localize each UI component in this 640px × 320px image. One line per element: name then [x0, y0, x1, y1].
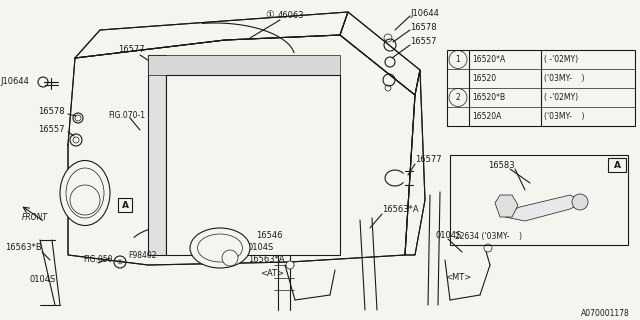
Text: 16520: 16520	[472, 74, 496, 83]
Text: A: A	[122, 201, 129, 210]
Circle shape	[572, 194, 588, 210]
Ellipse shape	[60, 161, 110, 226]
Text: 1: 1	[456, 55, 460, 64]
Text: 0104S: 0104S	[435, 230, 461, 239]
Text: ①: ①	[265, 10, 274, 20]
Bar	[450, 155, 628, 245]
Circle shape	[286, 261, 294, 269]
Bar	[118, 198, 132, 212]
Text: J10644: J10644	[410, 9, 439, 18]
Text: 16563*B: 16563*B	[5, 243, 42, 252]
Polygon shape	[405, 70, 425, 255]
Text: <AT>: <AT>	[260, 268, 284, 277]
Circle shape	[484, 244, 492, 252]
Text: 16583: 16583	[488, 161, 515, 170]
Text: J10644: J10644	[0, 77, 29, 86]
Bar	[166, 75, 340, 255]
Text: 0104S: 0104S	[248, 244, 275, 252]
Bar	[447, 50, 635, 126]
Text: ②: ②	[117, 259, 123, 265]
Text: 46063: 46063	[278, 11, 305, 20]
Text: 16520*B: 16520*B	[472, 93, 505, 102]
Text: ('03MY-    ): ('03MY- )	[544, 112, 584, 121]
Text: 22634 ('03MY-    ): 22634 ('03MY- )	[455, 233, 522, 242]
Ellipse shape	[198, 234, 243, 262]
Text: 16578: 16578	[38, 108, 65, 116]
Polygon shape	[68, 35, 415, 265]
Text: FIG.070-1: FIG.070-1	[108, 110, 145, 119]
Text: 16577: 16577	[415, 156, 442, 164]
Text: 16563*A: 16563*A	[248, 255, 285, 265]
Text: 2: 2	[456, 93, 460, 102]
Text: A: A	[614, 161, 621, 170]
Text: 16577: 16577	[118, 45, 145, 54]
Text: F98402: F98402	[128, 251, 157, 260]
Text: 0104S: 0104S	[30, 276, 56, 284]
Text: 16546: 16546	[256, 230, 282, 239]
Text: ( -'02MY): ( -'02MY)	[544, 55, 578, 64]
Ellipse shape	[66, 168, 104, 218]
Text: 16520*A: 16520*A	[472, 55, 505, 64]
Polygon shape	[495, 195, 518, 217]
Polygon shape	[75, 12, 348, 58]
Text: ( -'02MY): ( -'02MY)	[544, 93, 578, 102]
Text: <MT>: <MT>	[445, 274, 471, 283]
Text: FIG.050: FIG.050	[83, 255, 113, 265]
Bar	[148, 55, 340, 75]
Ellipse shape	[190, 228, 250, 268]
Text: 16563*A: 16563*A	[382, 205, 419, 214]
Circle shape	[222, 250, 238, 266]
Polygon shape	[505, 195, 578, 221]
Text: ('03MY-    ): ('03MY- )	[544, 74, 584, 83]
Text: 16557: 16557	[410, 37, 436, 46]
Polygon shape	[340, 12, 420, 95]
Text: 16578: 16578	[410, 22, 436, 31]
Text: A070001178: A070001178	[581, 308, 630, 317]
Text: FRONT: FRONT	[22, 213, 48, 222]
Text: 16557: 16557	[38, 125, 65, 134]
Text: 16520A: 16520A	[472, 112, 501, 121]
Bar	[148, 55, 166, 255]
Circle shape	[70, 185, 100, 215]
Bar	[608, 158, 626, 172]
